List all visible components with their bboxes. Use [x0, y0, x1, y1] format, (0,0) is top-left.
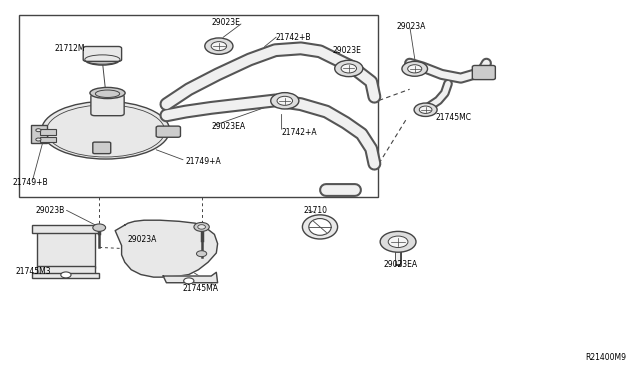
Circle shape	[271, 93, 299, 109]
Circle shape	[36, 129, 41, 132]
Circle shape	[341, 64, 356, 73]
Circle shape	[414, 103, 437, 116]
Circle shape	[196, 251, 207, 257]
Bar	[32, 273, 99, 278]
Text: 29023B: 29023B	[35, 206, 65, 215]
Text: 21745MC: 21745MC	[435, 113, 471, 122]
Circle shape	[194, 222, 209, 231]
FancyBboxPatch shape	[83, 46, 122, 61]
Text: 29023E: 29023E	[333, 46, 362, 55]
Text: 29023A: 29023A	[397, 22, 426, 31]
Bar	[37, 231, 95, 268]
Bar	[40, 129, 56, 135]
Bar	[19, 15, 378, 197]
Circle shape	[93, 224, 106, 231]
Circle shape	[184, 278, 194, 284]
Circle shape	[205, 38, 233, 54]
Ellipse shape	[90, 87, 125, 99]
Circle shape	[211, 42, 227, 51]
Ellipse shape	[302, 215, 338, 239]
Text: 21710: 21710	[304, 206, 328, 215]
Ellipse shape	[42, 101, 170, 159]
FancyBboxPatch shape	[156, 126, 180, 137]
Circle shape	[198, 225, 205, 229]
Circle shape	[402, 61, 428, 76]
Text: 21749+B: 21749+B	[13, 178, 49, 187]
FancyBboxPatch shape	[91, 94, 124, 116]
Circle shape	[36, 138, 41, 141]
Text: 29023E: 29023E	[211, 18, 240, 27]
Ellipse shape	[309, 219, 332, 235]
Polygon shape	[115, 220, 218, 277]
Circle shape	[61, 272, 71, 278]
FancyBboxPatch shape	[93, 142, 111, 154]
Ellipse shape	[85, 54, 120, 65]
Text: 29023EA: 29023EA	[211, 122, 245, 131]
Text: 29023A: 29023A	[128, 235, 157, 244]
Circle shape	[419, 106, 432, 113]
Bar	[31, 125, 47, 143]
Circle shape	[277, 96, 292, 105]
Text: 21749+A: 21749+A	[186, 157, 221, 166]
Bar	[32, 225, 99, 232]
Text: 21745M3: 21745M3	[16, 267, 52, 276]
Polygon shape	[163, 272, 218, 283]
Text: 21745MA: 21745MA	[182, 284, 218, 293]
Circle shape	[335, 60, 363, 77]
Bar	[40, 137, 56, 142]
Circle shape	[408, 65, 422, 73]
Text: 21742+A: 21742+A	[282, 128, 317, 137]
Circle shape	[380, 231, 416, 252]
Bar	[37, 266, 95, 275]
Text: 21712M: 21712M	[54, 44, 85, 53]
Text: 29023EA: 29023EA	[384, 260, 418, 269]
Text: R21400M9: R21400M9	[585, 353, 626, 362]
Circle shape	[388, 236, 408, 247]
Text: 21742+B: 21742+B	[275, 33, 310, 42]
FancyBboxPatch shape	[472, 65, 495, 80]
